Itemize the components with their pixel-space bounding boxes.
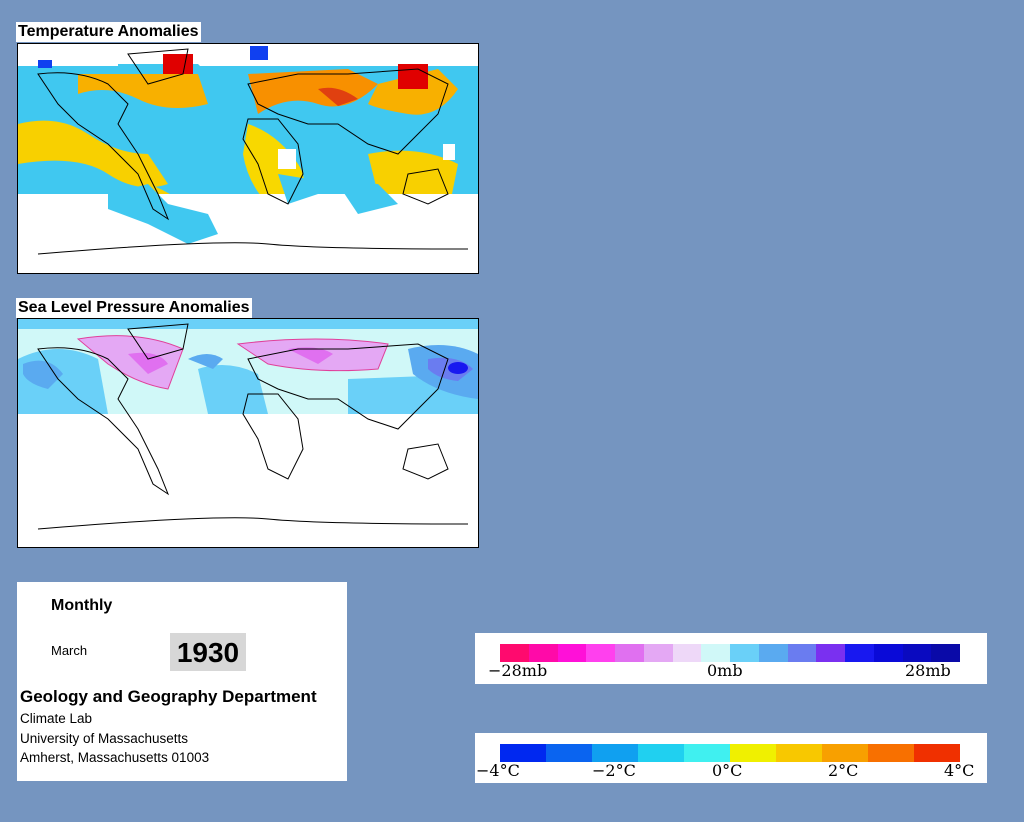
pressure-swatch-5	[643, 644, 673, 662]
temperature-swatch-5	[730, 744, 776, 762]
pressure-swatch-2	[557, 644, 587, 662]
pressure-swatch-0	[500, 644, 529, 662]
temperature-anomaly-map	[17, 43, 479, 274]
pressure-swatch-13	[873, 644, 903, 662]
temperature-label-0: 0°C	[712, 761, 743, 780]
temperature-swatch-4	[684, 744, 730, 762]
university-name: University of Massachusetts	[20, 731, 189, 746]
temperature-swatch-9	[914, 744, 960, 762]
pressure-swatch-10	[787, 644, 817, 662]
pressure-swatch-15	[931, 644, 960, 662]
temperature-swatch-2	[592, 744, 638, 762]
pressure-swatch-3	[586, 644, 615, 662]
lab-name: Climate Lab	[20, 711, 93, 726]
pressure-swatch-1	[528, 644, 558, 662]
pressure-legend: −28mb 0mb 28mb	[475, 633, 987, 684]
temperature-label-4: 4°C	[944, 761, 975, 780]
pressure-swatch-8	[730, 644, 759, 662]
period-label: Monthly	[51, 597, 113, 614]
temperature-swatch-6	[776, 744, 822, 762]
temperature-label-2: 2°C	[828, 761, 859, 780]
department-name: Geology and Geography Department	[20, 687, 317, 706]
temperature-swatch-3	[638, 744, 684, 762]
pressure-swatch-7	[701, 644, 730, 662]
temperature-swatch-1	[546, 744, 592, 762]
temperature-swatch-8	[868, 744, 914, 762]
pressure-swatch-6	[672, 644, 702, 662]
temperature-label-minus2: −2°C	[592, 761, 636, 780]
temperature-map-title: Temperature Anomalies	[16, 22, 201, 42]
pressure-swatch-4	[615, 644, 644, 662]
pressure-swatch-12	[845, 644, 874, 662]
pressure-swatch-14	[902, 644, 932, 662]
pressure-max-label: 28mb	[905, 661, 951, 680]
address-text: Amherst, Massachusetts 01003	[20, 750, 210, 765]
month-label: March	[51, 643, 88, 658]
temperature-color-scale	[500, 744, 960, 762]
temperature-legend: −4°C −2°C 0°C 2°C 4°C	[475, 733, 987, 783]
temperature-swatch-0	[500, 744, 546, 762]
pressure-mid-label: 0mb	[707, 661, 743, 680]
temperature-label-minus4: −4°C	[476, 761, 520, 780]
pressure-swatch-11	[816, 644, 845, 662]
pressure-map-title: Sea Level Pressure Anomalies	[16, 298, 252, 318]
temperature-swatch-7	[822, 744, 868, 762]
info-panel: Monthly March 1930 Geology and Geography…	[17, 582, 347, 781]
year-label: 1930	[170, 633, 246, 671]
pressure-min-label: −28mb	[488, 661, 548, 680]
pressure-anomaly-map	[17, 318, 479, 548]
pressure-swatch-9	[758, 644, 788, 662]
pressure-color-scale	[500, 644, 960, 662]
